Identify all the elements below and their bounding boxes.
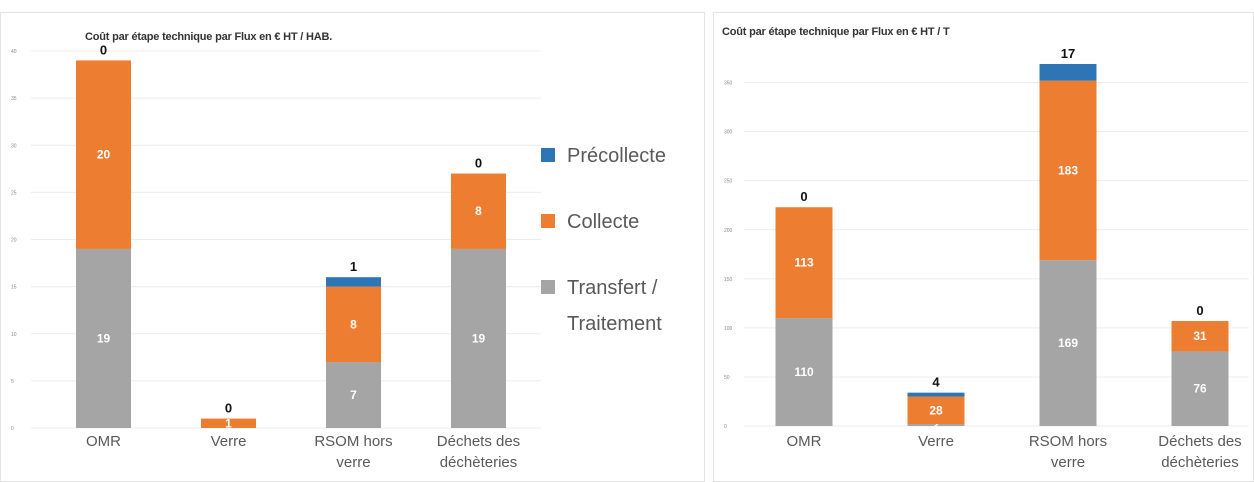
x-tick-label: Déchets des déchèteries bbox=[1158, 433, 1242, 471]
y-tick-label: 300 bbox=[724, 130, 733, 136]
data-label: 76 bbox=[1193, 382, 1207, 396]
x-tick-label: Verre bbox=[210, 433, 247, 450]
data-label: 28 bbox=[929, 403, 943, 417]
legend-label: Collecte bbox=[567, 211, 640, 233]
legend-swatch bbox=[541, 148, 555, 162]
data-label: 0 bbox=[475, 156, 482, 171]
data-label: 19 bbox=[472, 331, 486, 345]
data-label: 113 bbox=[794, 256, 814, 270]
bar-segment bbox=[1039, 63, 1097, 81]
y-tick-label: 35 bbox=[11, 96, 17, 102]
y-tick-label: 15 bbox=[11, 285, 17, 291]
data-label: 2 bbox=[933, 418, 940, 432]
y-tick-label: 0 bbox=[724, 424, 727, 430]
legend: Précollecte Collecte Transfert / Traitemen… bbox=[541, 138, 701, 372]
data-label: 110 bbox=[794, 365, 814, 379]
data-label: 169 bbox=[1058, 336, 1078, 350]
y-tick-label: 10 bbox=[11, 332, 17, 338]
bar-segment bbox=[907, 424, 965, 426]
bar-segment bbox=[1171, 321, 1229, 352]
y-tick-label: 40 bbox=[11, 49, 17, 55]
y-tick-label: 100 bbox=[724, 326, 733, 332]
data-label: 1 bbox=[350, 259, 357, 274]
y-tick-label: 50 bbox=[724, 375, 730, 381]
y-tick-label: 350 bbox=[724, 81, 733, 87]
bar-segment bbox=[775, 207, 833, 319]
data-label: 17 bbox=[1061, 46, 1075, 61]
chart-panel: 0 50 100 150 200 250 300 350 110 113 0 2 28 4 169 183 17… bbox=[713, 12, 1254, 482]
bar-segment bbox=[201, 418, 256, 428]
bar-segment bbox=[1039, 260, 1097, 426]
legend-label: Transfert / Traitement bbox=[567, 277, 662, 335]
data-label: 0 bbox=[225, 401, 232, 416]
legend-item: Transfert / Traitement bbox=[541, 270, 701, 342]
data-label: 183 bbox=[1058, 163, 1078, 177]
bar-segment bbox=[326, 277, 381, 287]
data-label: 0 bbox=[1196, 303, 1203, 318]
chart-title: Coût par étape technique par Flux en € H… bbox=[85, 31, 333, 43]
x-tick-label: RSOM hors verre bbox=[1028, 433, 1108, 471]
bar-segment bbox=[326, 286, 381, 363]
bar-segment bbox=[907, 392, 965, 397]
bar-segment bbox=[907, 396, 965, 425]
y-tick-label: 20 bbox=[11, 238, 17, 244]
legend-item: Précollecte bbox=[541, 138, 701, 174]
bar-segment bbox=[451, 173, 506, 249]
x-tick-label: Déchets des déchèteries bbox=[436, 433, 521, 471]
data-label: 7 bbox=[350, 388, 357, 402]
data-label: 31 bbox=[1193, 329, 1207, 343]
data-label: 8 bbox=[350, 317, 357, 331]
y-tick-label: 25 bbox=[11, 190, 17, 196]
legend-item: Collecte bbox=[541, 204, 701, 240]
y-tick-label: 150 bbox=[724, 277, 733, 283]
bar-segment bbox=[451, 248, 506, 428]
data-label: 4 bbox=[932, 375, 940, 390]
data-label: 0 bbox=[800, 189, 807, 204]
bar-segment bbox=[775, 318, 833, 426]
x-tick-label: OMR bbox=[86, 433, 121, 450]
chart: 0 50 100 150 200 250 300 350 110 113 0 228 4 169 183 17… bbox=[724, 46, 1249, 432]
bar-segment bbox=[1039, 80, 1097, 261]
legend-swatch bbox=[541, 280, 555, 294]
bar-segment bbox=[76, 60, 131, 249]
y-tick-label: 0 bbox=[11, 426, 14, 432]
bar-segment bbox=[76, 248, 131, 428]
legend-swatch bbox=[541, 214, 555, 228]
legend-label: Précollecte bbox=[567, 145, 666, 167]
y-tick-label: 250 bbox=[724, 179, 733, 185]
bar-segment bbox=[326, 362, 381, 428]
data-label: 19 bbox=[97, 331, 111, 345]
y-tick-label: 200 bbox=[724, 228, 733, 234]
chart-panel: 0 5 10 15 20 25 30 35 40 19 20 0 1 0 7 8 1 19 8 0 Coût par é… bbox=[0, 12, 705, 482]
data-label: 8 bbox=[475, 204, 482, 218]
data-label: 20 bbox=[97, 148, 111, 162]
y-tick-label: 5 bbox=[11, 379, 14, 385]
chart-title: Coût par étape technique par Flux en € H… bbox=[722, 26, 950, 38]
data-label: 1 bbox=[225, 416, 232, 430]
x-tick-label: OMR bbox=[786, 433, 822, 450]
x-tick-label: Verre bbox=[918, 433, 954, 450]
x-tick-label: RSOM hors verre bbox=[314, 433, 393, 471]
data-label: 0 bbox=[100, 42, 107, 57]
y-tick-label: 30 bbox=[11, 143, 17, 149]
bar-segment bbox=[1171, 351, 1229, 426]
